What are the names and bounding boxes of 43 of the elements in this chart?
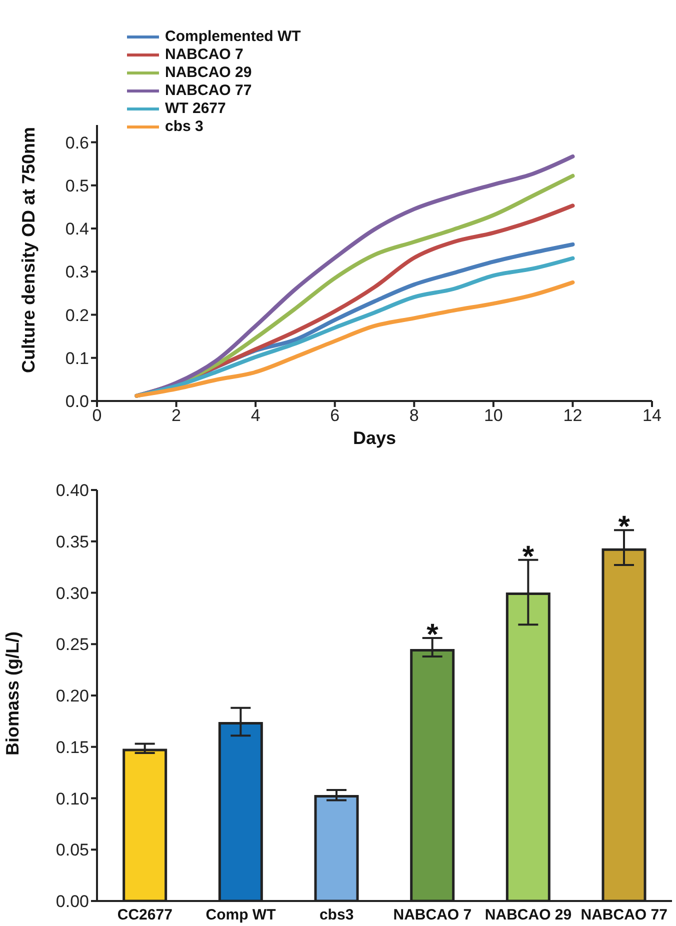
x-tick-label: CC2677 — [117, 906, 172, 924]
y-tick-label: 0.5 — [65, 176, 89, 196]
x-tick-label: 2 — [172, 406, 182, 426]
line-series — [134, 280, 575, 398]
x-axis-title: Days — [352, 428, 396, 448]
y-tick-label: 0.25 — [56, 635, 89, 654]
legend-label: Complemented WT — [165, 28, 301, 46]
y-tick-label: 0.20 — [56, 686, 89, 706]
y-tick-label: 0.4 — [65, 220, 89, 239]
legend-label: NABCAO 7 — [165, 46, 244, 64]
x-tick-label: NABCAO 77 — [580, 906, 668, 924]
x-tick-label: Comp WT — [206, 906, 276, 924]
y-tick-label: 0.0 — [65, 392, 89, 412]
y-tick-label: 0.00 — [56, 892, 89, 912]
x-tick-label: 14 — [642, 406, 662, 426]
y-tick-label: 0.10 — [56, 789, 89, 808]
x-tick-label: 12 — [563, 406, 582, 426]
y-tick-label: 0.40 — [56, 481, 89, 500]
y-tick-label: 0.15 — [56, 738, 89, 757]
y-tick-label: 0.3 — [65, 262, 89, 282]
y-tick-label: 0.35 — [56, 532, 89, 552]
x-tick-label: 0 — [92, 406, 102, 426]
y-tick-label: 0.1 — [65, 348, 89, 368]
annotation: * — [522, 540, 534, 574]
legend-label: NABCAO 77 — [165, 82, 252, 100]
y-tick-label: 0.6 — [65, 133, 89, 152]
x-tick-label: 4 — [250, 406, 260, 426]
annotation: * — [426, 618, 439, 652]
x-tick-label: cbs3 — [319, 906, 354, 924]
legend-label: WT 2677 — [165, 100, 226, 118]
y-tick-label: 0.2 — [65, 306, 89, 325]
x-tick-label: 8 — [409, 406, 419, 426]
legend-label: cbs 3 — [165, 118, 204, 136]
annotation: * — [618, 510, 630, 544]
legend-label: NABCAO 29 — [165, 64, 252, 82]
y-tick-label: 0.05 — [56, 840, 89, 860]
y-tick-label: 0.30 — [56, 584, 89, 603]
x-tick-label: 6 — [330, 406, 340, 426]
x-tick-label: NABCAO 29 — [484, 906, 572, 924]
x-tick-label: 10 — [484, 406, 503, 426]
y-axis-title: Culture density OD at 750nm — [18, 126, 38, 373]
x-tick-label: NABCAO 7 — [393, 906, 472, 924]
y-axis-title: Biomass (g/L/) — [2, 631, 22, 756]
